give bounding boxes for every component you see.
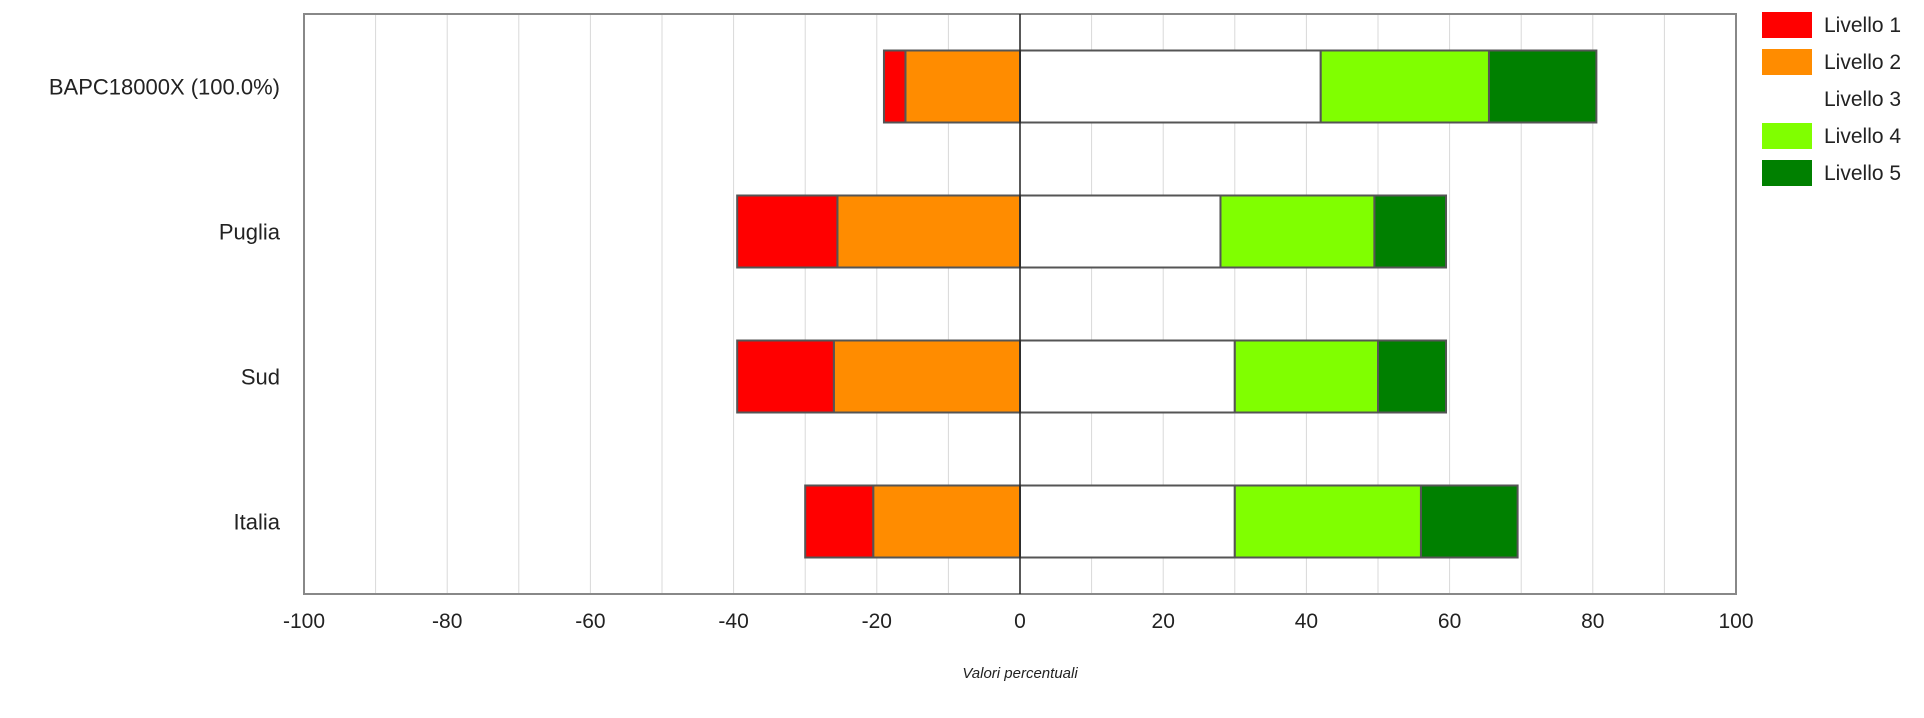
bar-segment bbox=[736, 339, 835, 414]
legend-label: Livello 3 bbox=[1824, 88, 1901, 111]
axes bbox=[303, 13, 1737, 595]
bar-segment bbox=[882, 49, 907, 124]
x-tick-label: 60 bbox=[1438, 610, 1461, 633]
legend-swatch bbox=[1762, 123, 1812, 149]
x-tick-label: -20 bbox=[862, 610, 892, 633]
x-axis-label: Valori percentuali bbox=[962, 665, 1078, 682]
x-tick-label: -100 bbox=[283, 610, 325, 633]
legend-swatch bbox=[1762, 160, 1812, 186]
bar-segment bbox=[832, 339, 1022, 414]
bar-segment bbox=[736, 194, 839, 269]
x-tick-label: 0 bbox=[1014, 610, 1026, 633]
x-tick-label: 40 bbox=[1295, 610, 1318, 633]
bar-segment bbox=[804, 484, 875, 559]
bar-segment bbox=[1377, 339, 1448, 414]
bar-segment bbox=[836, 194, 1021, 269]
bars bbox=[736, 49, 1598, 559]
legend-swatch bbox=[1762, 12, 1812, 38]
x-tick-label: -80 bbox=[432, 610, 462, 633]
legend-label: Livello 1 bbox=[1824, 14, 1901, 37]
bar-segment bbox=[1319, 49, 1490, 124]
bar-segment bbox=[1019, 49, 1322, 124]
bar-segment bbox=[1233, 484, 1422, 559]
bar-segment bbox=[1219, 194, 1376, 269]
bar-segment bbox=[1233, 339, 1380, 414]
category-label: Sud bbox=[241, 365, 280, 390]
legend-label: Livello 2 bbox=[1824, 51, 1901, 74]
bar-segment bbox=[1019, 484, 1236, 559]
labels: BAPC18000X (100.0%) Puglia Sud Italia -100 -8… bbox=[49, 75, 1754, 634]
bar-segment bbox=[1419, 484, 1519, 559]
legend-label: Livello 4 bbox=[1824, 125, 1901, 148]
x-tick-label: -60 bbox=[575, 610, 605, 633]
bar-segment bbox=[872, 484, 1021, 559]
legend-swatch bbox=[1762, 49, 1812, 75]
bar-segment bbox=[1019, 339, 1236, 414]
bar-segment bbox=[1373, 194, 1448, 269]
legend: Livello 1 Livello 2 Livello 3 Livello 4 Live… bbox=[1762, 12, 1901, 186]
x-tick-label: 20 bbox=[1152, 610, 1175, 633]
category-label: Italia bbox=[234, 510, 281, 535]
bar-segment bbox=[904, 49, 1021, 124]
x-tick-label: 100 bbox=[1718, 610, 1753, 633]
bar-segment bbox=[1019, 194, 1222, 269]
category-label: BAPC18000X (100.0%) bbox=[49, 75, 280, 100]
legend-label: Livello 5 bbox=[1824, 162, 1901, 185]
x-tick-label: -40 bbox=[718, 610, 748, 633]
category-label: Puglia bbox=[219, 220, 281, 245]
bar-segment bbox=[1487, 49, 1598, 124]
x-tick-label: 80 bbox=[1581, 610, 1604, 633]
